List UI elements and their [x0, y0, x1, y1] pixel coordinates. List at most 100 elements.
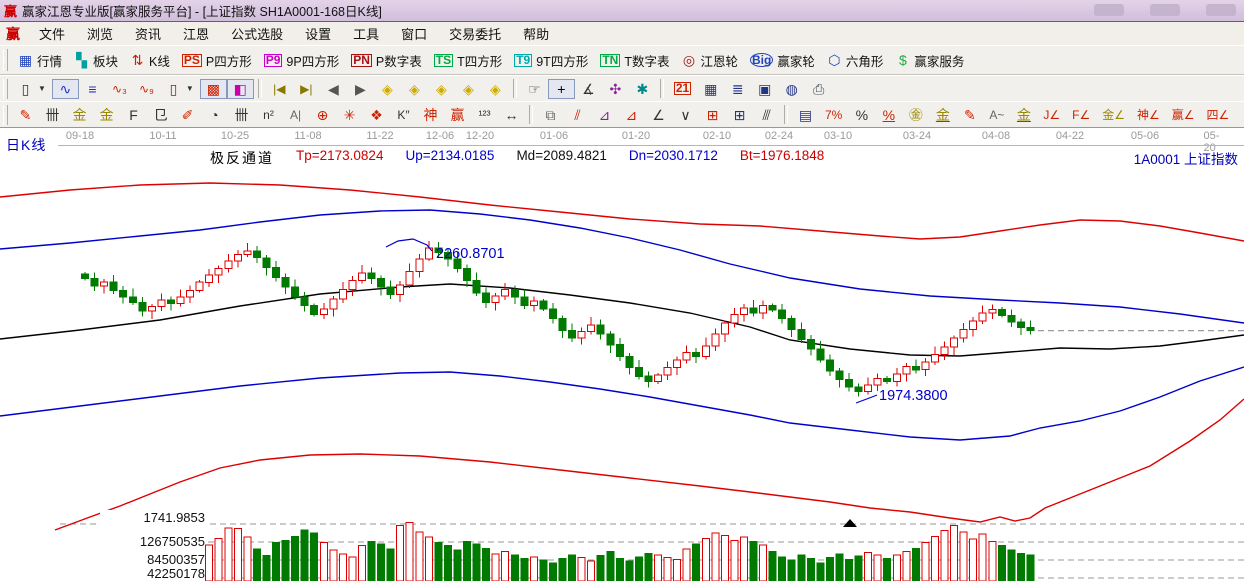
- j-angle-button[interactable]: J∠: [1037, 105, 1066, 125]
- red-brush-button[interactable]: ✐: [174, 105, 201, 125]
- box-measure-button[interactable]: ⧉: [537, 105, 564, 125]
- k-prime-button[interactable]: K″: [390, 105, 417, 125]
- shen-angle-button[interactable]: 神∠: [1131, 105, 1166, 125]
- gold-gate1-button[interactable]: 金: [66, 105, 93, 125]
- diamond-expand-all-button[interactable]: ◈: [482, 79, 509, 99]
- main-chart-button[interactable]: ∿: [51, 78, 79, 99]
- maximize-button[interactable]: [1150, 4, 1180, 16]
- ruler-ticks2-button[interactable]: 卌: [228, 105, 255, 125]
- si-angle-button[interactable]: 四∠: [1201, 105, 1236, 125]
- cycle-clock-button[interactable]: ◔: [201, 105, 228, 125]
- wave3-button[interactable]: ∿₃: [106, 79, 133, 99]
- hexagon-button[interactable]: ⬡ 六角形: [821, 48, 890, 73]
- grid-arrow-tool-button[interactable]: ⊞: [726, 105, 753, 125]
- brush-tool-button[interactable]: ✎: [12, 105, 39, 125]
- shen-tool-button[interactable]: 神: [417, 105, 444, 125]
- ying-angle-button[interactable]: 赢∠: [1166, 105, 1201, 125]
- diamond-right-button[interactable]: ◈: [401, 79, 428, 99]
- ruler-ticks-button[interactable]: 卌: [39, 105, 66, 125]
- winner-service-button[interactable]: $ 赢家服务: [889, 48, 970, 73]
- toolbar-grip[interactable]: [3, 104, 8, 125]
- gann-fan-box-red-button[interactable]: ⊿: [618, 105, 645, 125]
- grid-tool-button[interactable]: ⊞: [699, 105, 726, 125]
- next-bar-button[interactable]: ▶: [347, 79, 374, 99]
- flag-pen-button[interactable]: ✎: [956, 105, 983, 125]
- circle-cross-button[interactable]: ⊕: [309, 105, 336, 125]
- menu-item[interactable]: 工具: [353, 27, 380, 42]
- menu-item[interactable]: 公式选股: [231, 27, 284, 42]
- gann-tool-button[interactable]: ✣: [602, 79, 629, 99]
- crosshair-tool-button[interactable]: +: [547, 78, 575, 99]
- angle-lines-button[interactable]: ∠: [645, 105, 672, 125]
- toolbar-grip[interactable]: [3, 78, 8, 99]
- kline-period-dropdown[interactable]: ▯ ▼: [12, 79, 52, 99]
- volume-profile-button[interactable]: ◧: [226, 78, 254, 99]
- menu-item[interactable]: 江恩: [183, 27, 210, 42]
- kline-button[interactable]: ⇅ K线: [124, 48, 176, 73]
- angle-line-tool-button[interactable]: ∡: [575, 79, 602, 99]
- gold-circle-button[interactable]: ㊎: [902, 105, 929, 125]
- save-button[interactable]: ▣: [751, 79, 778, 99]
- calculator-button[interactable]: ▦: [697, 79, 724, 99]
- toolbar-grip[interactable]: [3, 48, 8, 72]
- t9-square-button[interactable]: T9 9T四方形: [508, 48, 594, 73]
- hand-tool-button[interactable]: ☞: [521, 79, 548, 99]
- coil-tool-button[interactable]: 㔾: [147, 105, 174, 125]
- candle-style-dropdown[interactable]: ▯ ▼: [160, 79, 200, 99]
- close-button[interactable]: [1206, 4, 1236, 16]
- notes-button[interactable]: ≣: [724, 79, 751, 99]
- first-bar-button[interactable]: |◀: [266, 79, 293, 99]
- gold-level-button[interactable]: 金: [929, 105, 956, 125]
- gold-gate2-button[interactable]: 金: [93, 105, 120, 125]
- menu-item[interactable]: 资讯: [135, 27, 162, 42]
- p9-square-button[interactable]: P9 9P四方形: [258, 48, 345, 73]
- f-grid-button[interactable]: F: [120, 105, 147, 125]
- p-number-button[interactable]: PN P数字表: [345, 48, 428, 73]
- gold-underline-button[interactable]: 金: [1010, 105, 1037, 125]
- gann-wheel-button[interactable]: ◎ 江恩轮: [675, 48, 744, 73]
- menu-item[interactable]: 文件: [39, 27, 66, 42]
- width-measure-button[interactable]: ↔: [498, 105, 525, 125]
- minimize-button[interactable]: [1094, 4, 1124, 16]
- calendar-button[interactable]: 21: [668, 79, 697, 98]
- sectors-button[interactable]: ▚ 板块: [68, 48, 124, 73]
- wave-check-button[interactable]: ∨: [672, 105, 699, 125]
- t-square-button[interactable]: TS T四方形: [428, 48, 508, 73]
- f-angle-button[interactable]: F∠: [1066, 105, 1096, 125]
- n-square-button[interactable]: n²: [255, 105, 282, 125]
- menu-item[interactable]: 帮助: [523, 27, 550, 42]
- gann-fan-box-purple-button[interactable]: ⊿: [591, 105, 618, 125]
- parallel-lines-button[interactable]: ⫻: [753, 105, 780, 125]
- gold-angle-button[interactable]: 金∠: [1096, 105, 1131, 125]
- last-bar-button[interactable]: ▶|: [293, 79, 320, 99]
- quotes-button[interactable]: ▦ 行情: [12, 48, 68, 73]
- pattern-button[interactable]: ▩: [199, 78, 227, 99]
- percent-bar-button[interactable]: %: [875, 105, 902, 125]
- a-wave-button[interactable]: A~: [983, 105, 1010, 125]
- winner-wheel-button[interactable]: Big 赢家轮: [744, 48, 821, 73]
- p-square-button[interactable]: PS P四方形: [176, 48, 258, 73]
- diamond-left-button[interactable]: ◈: [374, 79, 401, 99]
- menu-item[interactable]: 交易委托: [449, 27, 502, 42]
- t-number-button[interactable]: TN T数字表: [594, 48, 675, 73]
- pattern-search-button[interactable]: ✱: [629, 79, 656, 99]
- wave9-button[interactable]: ∿₉: [133, 79, 160, 99]
- menu-item[interactable]: 浏览: [87, 27, 114, 42]
- a-mirror-button[interactable]: A|: [282, 105, 309, 125]
- percent7-button[interactable]: 7%: [819, 105, 848, 125]
- diamond-compress-button[interactable]: ◈: [455, 79, 482, 99]
- star-web-button[interactable]: ✳: [336, 105, 363, 125]
- print-button[interactable]: ⎙: [805, 79, 832, 99]
- export-button[interactable]: ◍: [778, 79, 805, 99]
- menu-item[interactable]: 设置: [305, 27, 332, 42]
- ruler-123-button[interactable]: ¹²³: [471, 105, 498, 125]
- percent-button[interactable]: %: [848, 105, 875, 125]
- menu-item[interactable]: 窗口: [401, 27, 428, 42]
- level-bars-button[interactable]: ▤: [792, 105, 819, 125]
- ying-tool-button[interactable]: 赢: [444, 105, 471, 125]
- web-box-button[interactable]: ❖: [363, 105, 390, 125]
- diamond-expand-h-button[interactable]: ◈: [428, 79, 455, 99]
- info-panel-button[interactable]: ≡: [79, 79, 106, 99]
- gann-fan-button[interactable]: ⫽: [564, 105, 591, 125]
